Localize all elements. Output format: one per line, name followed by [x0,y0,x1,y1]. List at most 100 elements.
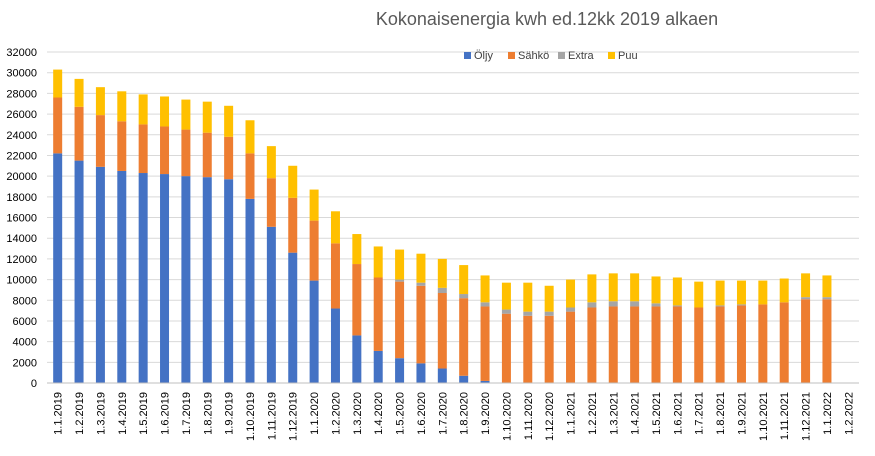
bar-segment-Extra [459,294,469,299]
bar-segment-Sähkö [309,220,319,281]
bar-segment-Sähkö [288,197,298,253]
legend-swatch [558,52,565,59]
y-tick-label: 10000 [6,275,37,287]
bar-segment-Öljy [373,350,383,383]
bar-segment-Sähkö [801,299,811,383]
bar-segment-Sähkö [501,313,511,383]
bar-segment-Sähkö [95,115,105,167]
bar-segment-Extra [822,297,832,300]
bar-segment-Sähkö [53,97,63,154]
bar-segment-Puu [74,78,84,107]
bar-segment-Puu [523,282,533,312]
bar-segment-Sähkö [822,299,832,383]
legend: Öljy Sähkö Extra Puu [464,50,638,62]
bar-segment-Puu [330,211,340,244]
x-tick-label: 1.6.2021 [672,392,684,435]
y-tick-label: 30000 [6,68,37,80]
x-tick-label: 1.10.2019 [245,392,257,441]
bar-segment-Puu [352,234,362,265]
bar-segment-Puu [160,96,170,127]
bar-segment-Puu [758,280,768,305]
bar-segment-Sähkö [736,305,746,383]
bar-segment-Sähkö [587,307,597,383]
legend-label: Extra [568,50,595,62]
bar-segment-Puu [288,165,298,198]
bar-segment-Puu [822,275,832,298]
legend-swatch [464,52,471,59]
x-tick-label: 1.1.2022 [822,392,834,435]
x-tick-label: 1.4.2020 [373,392,385,435]
bar-segment-Puu [736,280,746,305]
x-tick-label: 1.9.2019 [224,392,236,435]
bar-segment-Sähkö [160,126,170,175]
bar-segment-Sähkö [672,306,682,383]
bar-segment-Öljy [266,226,276,383]
x-tick-label: 1.6.2020 [416,392,428,435]
bar-segment-Öljy [224,179,234,383]
bar-segment-Sähkö [74,106,84,161]
bar-segment-Sähkö [523,315,533,383]
bar-segment-Puu [53,69,63,98]
legend-label: Puu [618,50,638,62]
x-tick-label: 1.2.2019 [74,392,86,435]
x-tick-label: 1.12.2020 [544,392,556,441]
x-tick-label: 1.6.2019 [160,392,172,435]
bar-segment-Extra [801,297,811,300]
bar-segment-Sähkö [416,285,426,364]
bar-segment-Puu [266,146,276,179]
y-tick-label: 16000 [6,213,37,225]
bar-segment-Extra [715,305,725,307]
legend-swatch [508,52,515,59]
bar-segment-Sähkö [330,243,340,309]
y-tick-label: 32000 [6,47,37,59]
x-tick-label: 1.11.2019 [266,392,278,440]
bar-segment-Extra [437,287,447,294]
bar-segment-Puu [694,281,704,308]
x-tick-label: 1.12.2019 [288,392,300,441]
bar-segment-Sähkö [566,311,576,383]
bar-segment-Puu [138,94,148,125]
bar-segment-Puu [480,275,490,303]
x-tick-label: 1.10.2021 [758,392,770,441]
bar-segment-Öljy [437,368,447,383]
bar-segment-Öljy [74,160,84,383]
x-tick-label: 1.1.2021 [566,392,578,435]
y-tick-label: 22000 [6,150,37,162]
x-tick-label: 1.9.2021 [736,392,748,435]
bar-segment-Extra [416,282,426,286]
y-tick-label: 18000 [6,192,37,204]
bar-segment-Puu [373,246,383,278]
y-axis-tick-labels: 0 2000 4000 6000 8000 10000 12000 14000 16000 180… [6,47,37,390]
bar-segment-Puu [501,282,511,310]
bar-segment-Sähkö [651,306,661,383]
x-tick-label: 1.8.2020 [459,392,471,435]
bar-segment-Puu [245,120,255,154]
bar-segment-Sähkö [715,306,725,383]
y-tick-label: 0 [31,378,37,390]
y-tick-label: 8000 [13,295,37,307]
bar-segment-Puu [309,189,319,221]
bar-segment-Sähkö [630,306,640,383]
bar-segment-Öljy [138,173,148,383]
bar-segment-Sähkö [266,178,276,227]
bar-segment-Extra [523,311,533,316]
y-tick-label: 2000 [13,357,37,369]
bar-segment-Öljy [330,308,340,383]
x-tick-label: 1.2.2020 [330,392,342,435]
bar-segment-Puu [95,87,105,116]
y-tick-label: 14000 [6,233,37,245]
x-tick-label: 1.7.2021 [694,392,706,435]
bar-segment-Öljy [181,176,191,384]
bar-segment-Puu [630,273,640,302]
bar-segment-Öljy [395,358,405,383]
bar-segment-Puu [715,280,725,306]
bar-segment-Öljy [480,380,490,383]
x-tick-label: 1.3.2020 [352,392,364,435]
bar-segment-Sähkö [459,298,469,376]
x-tick-label: 1.5.2019 [138,392,150,435]
bar-segment-Puu [544,285,554,312]
legend-swatch [608,52,615,59]
x-tick-label: 1.5.2021 [651,392,663,435]
bar-segment-Sähkö [779,302,789,383]
bar-segment-Sähkö [694,307,704,383]
